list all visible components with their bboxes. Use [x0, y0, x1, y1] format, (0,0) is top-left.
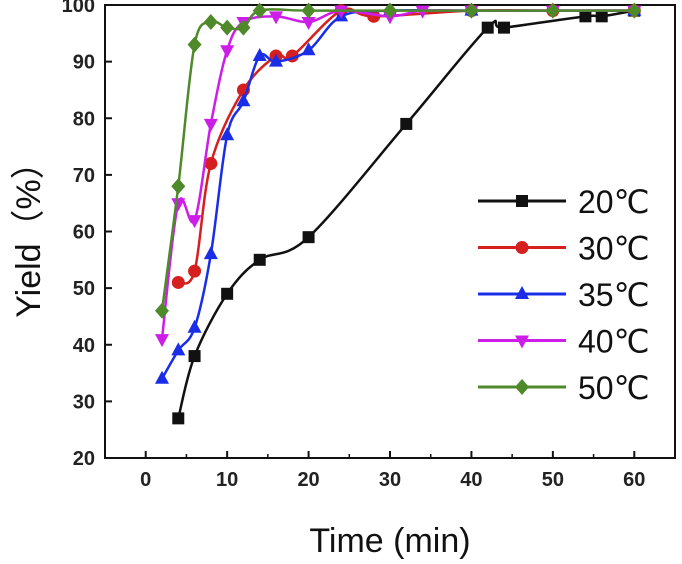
y-tick-label: 40	[73, 335, 95, 357]
data-point	[221, 287, 234, 300]
x-tick-label: 40	[460, 469, 482, 491]
series-2	[171, 4, 641, 289]
legend-item: 40℃	[478, 324, 650, 360]
series-line	[177, 9, 635, 419]
data-point	[302, 231, 315, 244]
x-tick-label: 0	[140, 469, 151, 491]
data-point	[253, 253, 266, 266]
legend-marker	[515, 286, 529, 299]
x-tick-label: 60	[623, 469, 645, 491]
data-point	[171, 342, 186, 356]
data-point	[171, 275, 185, 289]
data-point	[236, 19, 251, 36]
data-point	[187, 215, 202, 229]
series-line	[160, 8, 635, 380]
x-tick-label: 20	[297, 469, 319, 491]
y-tick-label: 20	[73, 448, 95, 470]
legend-marker	[515, 241, 529, 254]
series-line	[177, 7, 635, 285]
data-point	[220, 127, 235, 141]
x-tick-label: 10	[216, 469, 238, 491]
data-point	[155, 370, 169, 384]
legend-label: 30℃	[578, 231, 650, 267]
data-point	[400, 117, 413, 130]
legend-label: 35℃	[578, 277, 650, 313]
x-axis-title: Time (min)	[309, 522, 470, 560]
data-point	[269, 53, 283, 67]
data-point	[498, 21, 510, 34]
data-point	[627, 2, 642, 19]
legend-label: 50℃	[578, 370, 650, 406]
data-point	[220, 45, 235, 59]
series-line	[160, 8, 635, 311]
legend-label: 20℃	[578, 184, 650, 220]
y-axis-title: Yield（%）	[10, 145, 48, 318]
data-point	[383, 2, 397, 19]
data-point	[188, 264, 202, 278]
legend-label: 40℃	[578, 324, 650, 360]
data-point	[155, 302, 169, 319]
data-point	[301, 16, 316, 30]
data-point	[269, 11, 283, 25]
data-point	[579, 10, 592, 23]
legend-marker	[515, 335, 529, 349]
data-point	[301, 2, 316, 19]
y-tick-label: 90	[73, 52, 95, 74]
series-3	[155, 2, 642, 384]
data-point	[236, 93, 251, 107]
legend-item: 20℃	[478, 184, 650, 220]
data-point	[481, 21, 494, 34]
data-point	[171, 178, 186, 195]
legend: 20℃ 30℃ 35℃ 40℃ 50℃	[478, 184, 650, 406]
series-layer	[155, 2, 642, 425]
y-tick-label: 100	[62, 0, 95, 17]
data-point	[188, 350, 201, 363]
data-point	[595, 10, 608, 23]
data-point	[252, 47, 267, 61]
data-point	[220, 19, 235, 36]
legend-item: 35℃	[478, 277, 650, 313]
data-point	[203, 118, 218, 132]
legend-marker	[516, 195, 528, 207]
x-tick-label: 30	[379, 469, 401, 491]
legend-item: 30℃	[478, 231, 650, 267]
data-point	[171, 198, 186, 212]
y-tick-label: 30	[73, 391, 95, 413]
legend-marker	[515, 379, 529, 395]
data-point	[464, 2, 479, 19]
data-point	[187, 319, 202, 333]
data-point	[155, 334, 169, 348]
data-point	[172, 412, 185, 425]
y-tick-label: 60	[73, 222, 95, 244]
y-tick-label: 80	[73, 108, 95, 130]
data-point	[545, 2, 560, 19]
series-1	[172, 4, 641, 425]
data-point	[203, 246, 218, 260]
y-tick-label: 50	[73, 278, 95, 300]
axes-layer: 20 30 40 50 60 70 80 90 100 0 10 20 30 40 50 60	[62, 0, 676, 491]
data-point	[187, 36, 202, 53]
data-point	[334, 5, 349, 19]
legend-item: 50℃	[478, 370, 650, 406]
x-tick-label: 50	[542, 469, 564, 491]
data-point	[203, 13, 218, 30]
data-point	[301, 42, 316, 56]
series-5	[155, 2, 642, 319]
data-point	[415, 5, 430, 19]
data-point	[204, 157, 218, 171]
data-point	[252, 2, 267, 19]
y-tick-label: 70	[73, 165, 95, 187]
